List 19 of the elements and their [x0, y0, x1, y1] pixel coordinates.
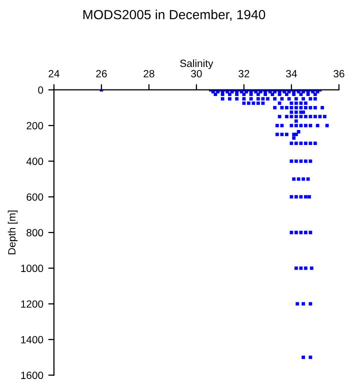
x-tick-label: 24	[48, 70, 60, 78]
y-tick-label: 800	[26, 229, 44, 236]
y-tick-label: 1400	[21, 336, 44, 344]
y-tick-label: 1000	[21, 264, 44, 272]
x-tick-label: 32	[238, 70, 250, 78]
x-tick-label: 28	[144, 70, 154, 78]
y-tick-label: 1600	[21, 372, 44, 380]
y-tick-label: 200	[26, 122, 44, 130]
y-tick-label: 600	[26, 193, 44, 201]
chart-title: MODS2005 in December, 1940	[83, 10, 266, 21]
x-tick-label: 34	[286, 70, 297, 78]
x-tick-label: 30	[191, 70, 202, 78]
x-tick-label: 26	[96, 70, 107, 78]
x-tick-label: 36	[334, 70, 344, 78]
y-axis-title: Depth [m]	[8, 210, 18, 254]
x-axis-title: Salinity	[180, 59, 214, 70]
y-tick-label: 1200	[21, 300, 44, 308]
y-tick-label: 400	[26, 158, 44, 166]
y-tick-label: 0	[38, 86, 44, 94]
